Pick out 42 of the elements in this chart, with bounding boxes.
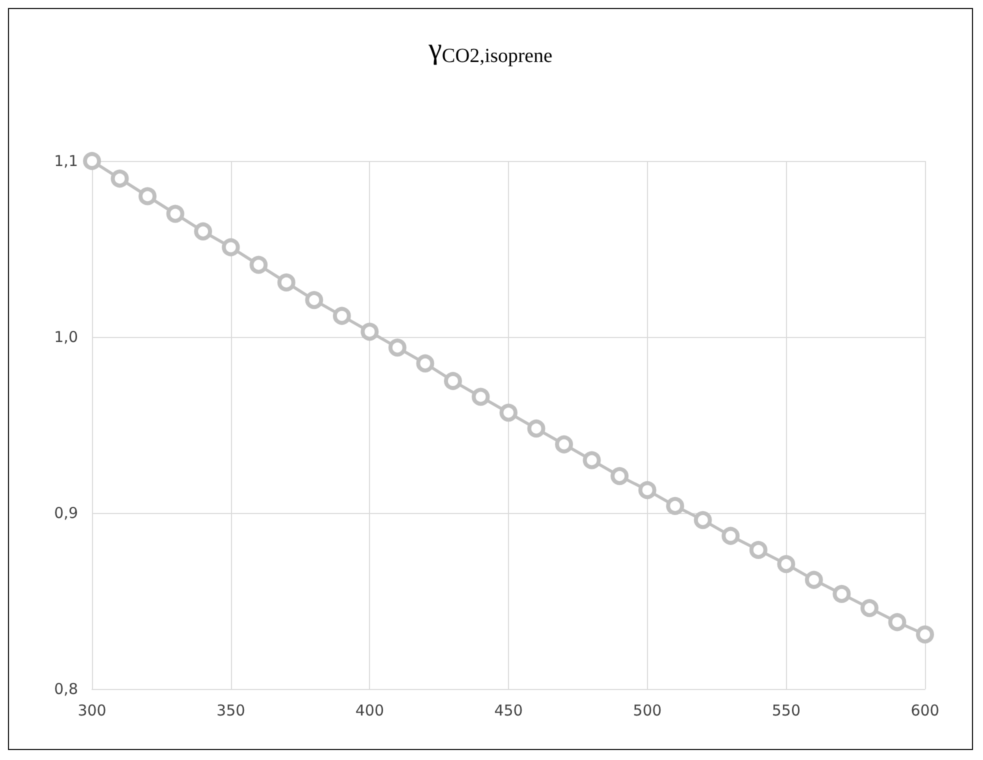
point <box>694 511 712 530</box>
point <box>222 238 240 256</box>
point <box>527 420 546 438</box>
point <box>83 152 101 170</box>
point <box>500 404 518 422</box>
point <box>777 555 796 574</box>
point <box>332 306 351 325</box>
y-tick-label: 0,8 <box>54 680 78 698</box>
point <box>582 451 601 470</box>
point <box>194 222 212 240</box>
point <box>722 526 740 545</box>
point <box>888 613 906 632</box>
point <box>305 291 324 310</box>
x-tick-label: 350 <box>216 702 246 720</box>
point <box>472 388 490 406</box>
point <box>277 273 296 292</box>
x-tick-label: 300 <box>78 702 106 720</box>
x-tick-label: 550 <box>772 702 800 720</box>
point <box>444 372 462 390</box>
point <box>138 187 157 206</box>
point <box>416 354 434 372</box>
point <box>110 170 129 188</box>
point <box>638 481 656 500</box>
y-tick-label: 1,1 <box>54 152 78 170</box>
y-tick-label: 0,9 <box>54 504 78 522</box>
point <box>666 496 684 515</box>
point <box>250 256 268 274</box>
point <box>749 540 768 559</box>
point <box>360 322 379 341</box>
x-tick-label: 500 <box>633 702 662 720</box>
y-tick-label: 1,0 <box>54 328 78 346</box>
x-tick-label: 400 <box>355 702 384 720</box>
point <box>388 338 406 357</box>
x-tick-label: 600 <box>910 702 940 720</box>
point <box>555 435 574 454</box>
point <box>860 599 878 618</box>
point <box>610 467 629 486</box>
point <box>916 625 934 644</box>
x-tick-label: 450 <box>494 702 523 720</box>
point <box>832 584 851 603</box>
point <box>804 570 823 589</box>
point <box>166 204 184 223</box>
